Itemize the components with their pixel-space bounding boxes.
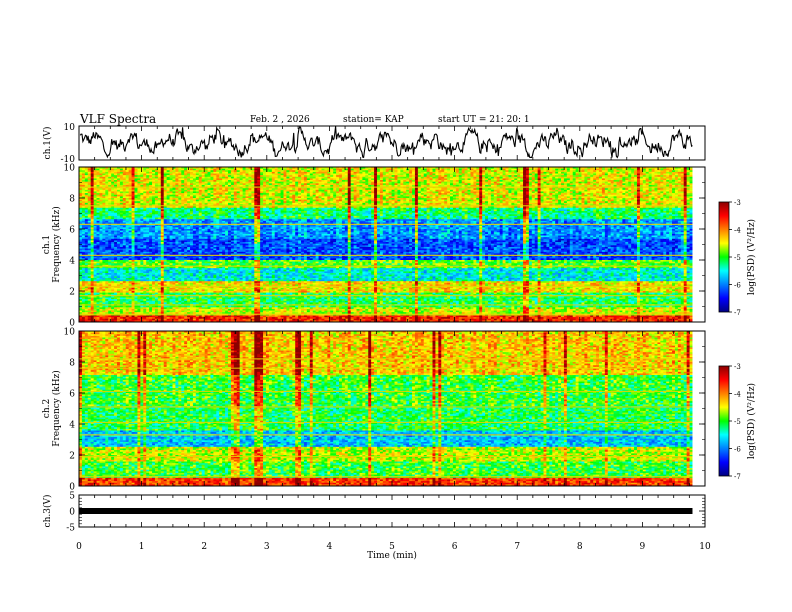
ch1-ylabel: ch.1(V): [42, 127, 53, 160]
spectrogram-cells: [79, 167, 693, 322]
ch1-trace: [80, 126, 692, 157]
ch1-ytick-label: 10: [64, 123, 76, 133]
axis-label-line: ch.1(V): [42, 127, 53, 160]
vlf-figure: 10-10ch.1(V) 0246810ch.1Frequency (kHz) …: [0, 0, 792, 612]
